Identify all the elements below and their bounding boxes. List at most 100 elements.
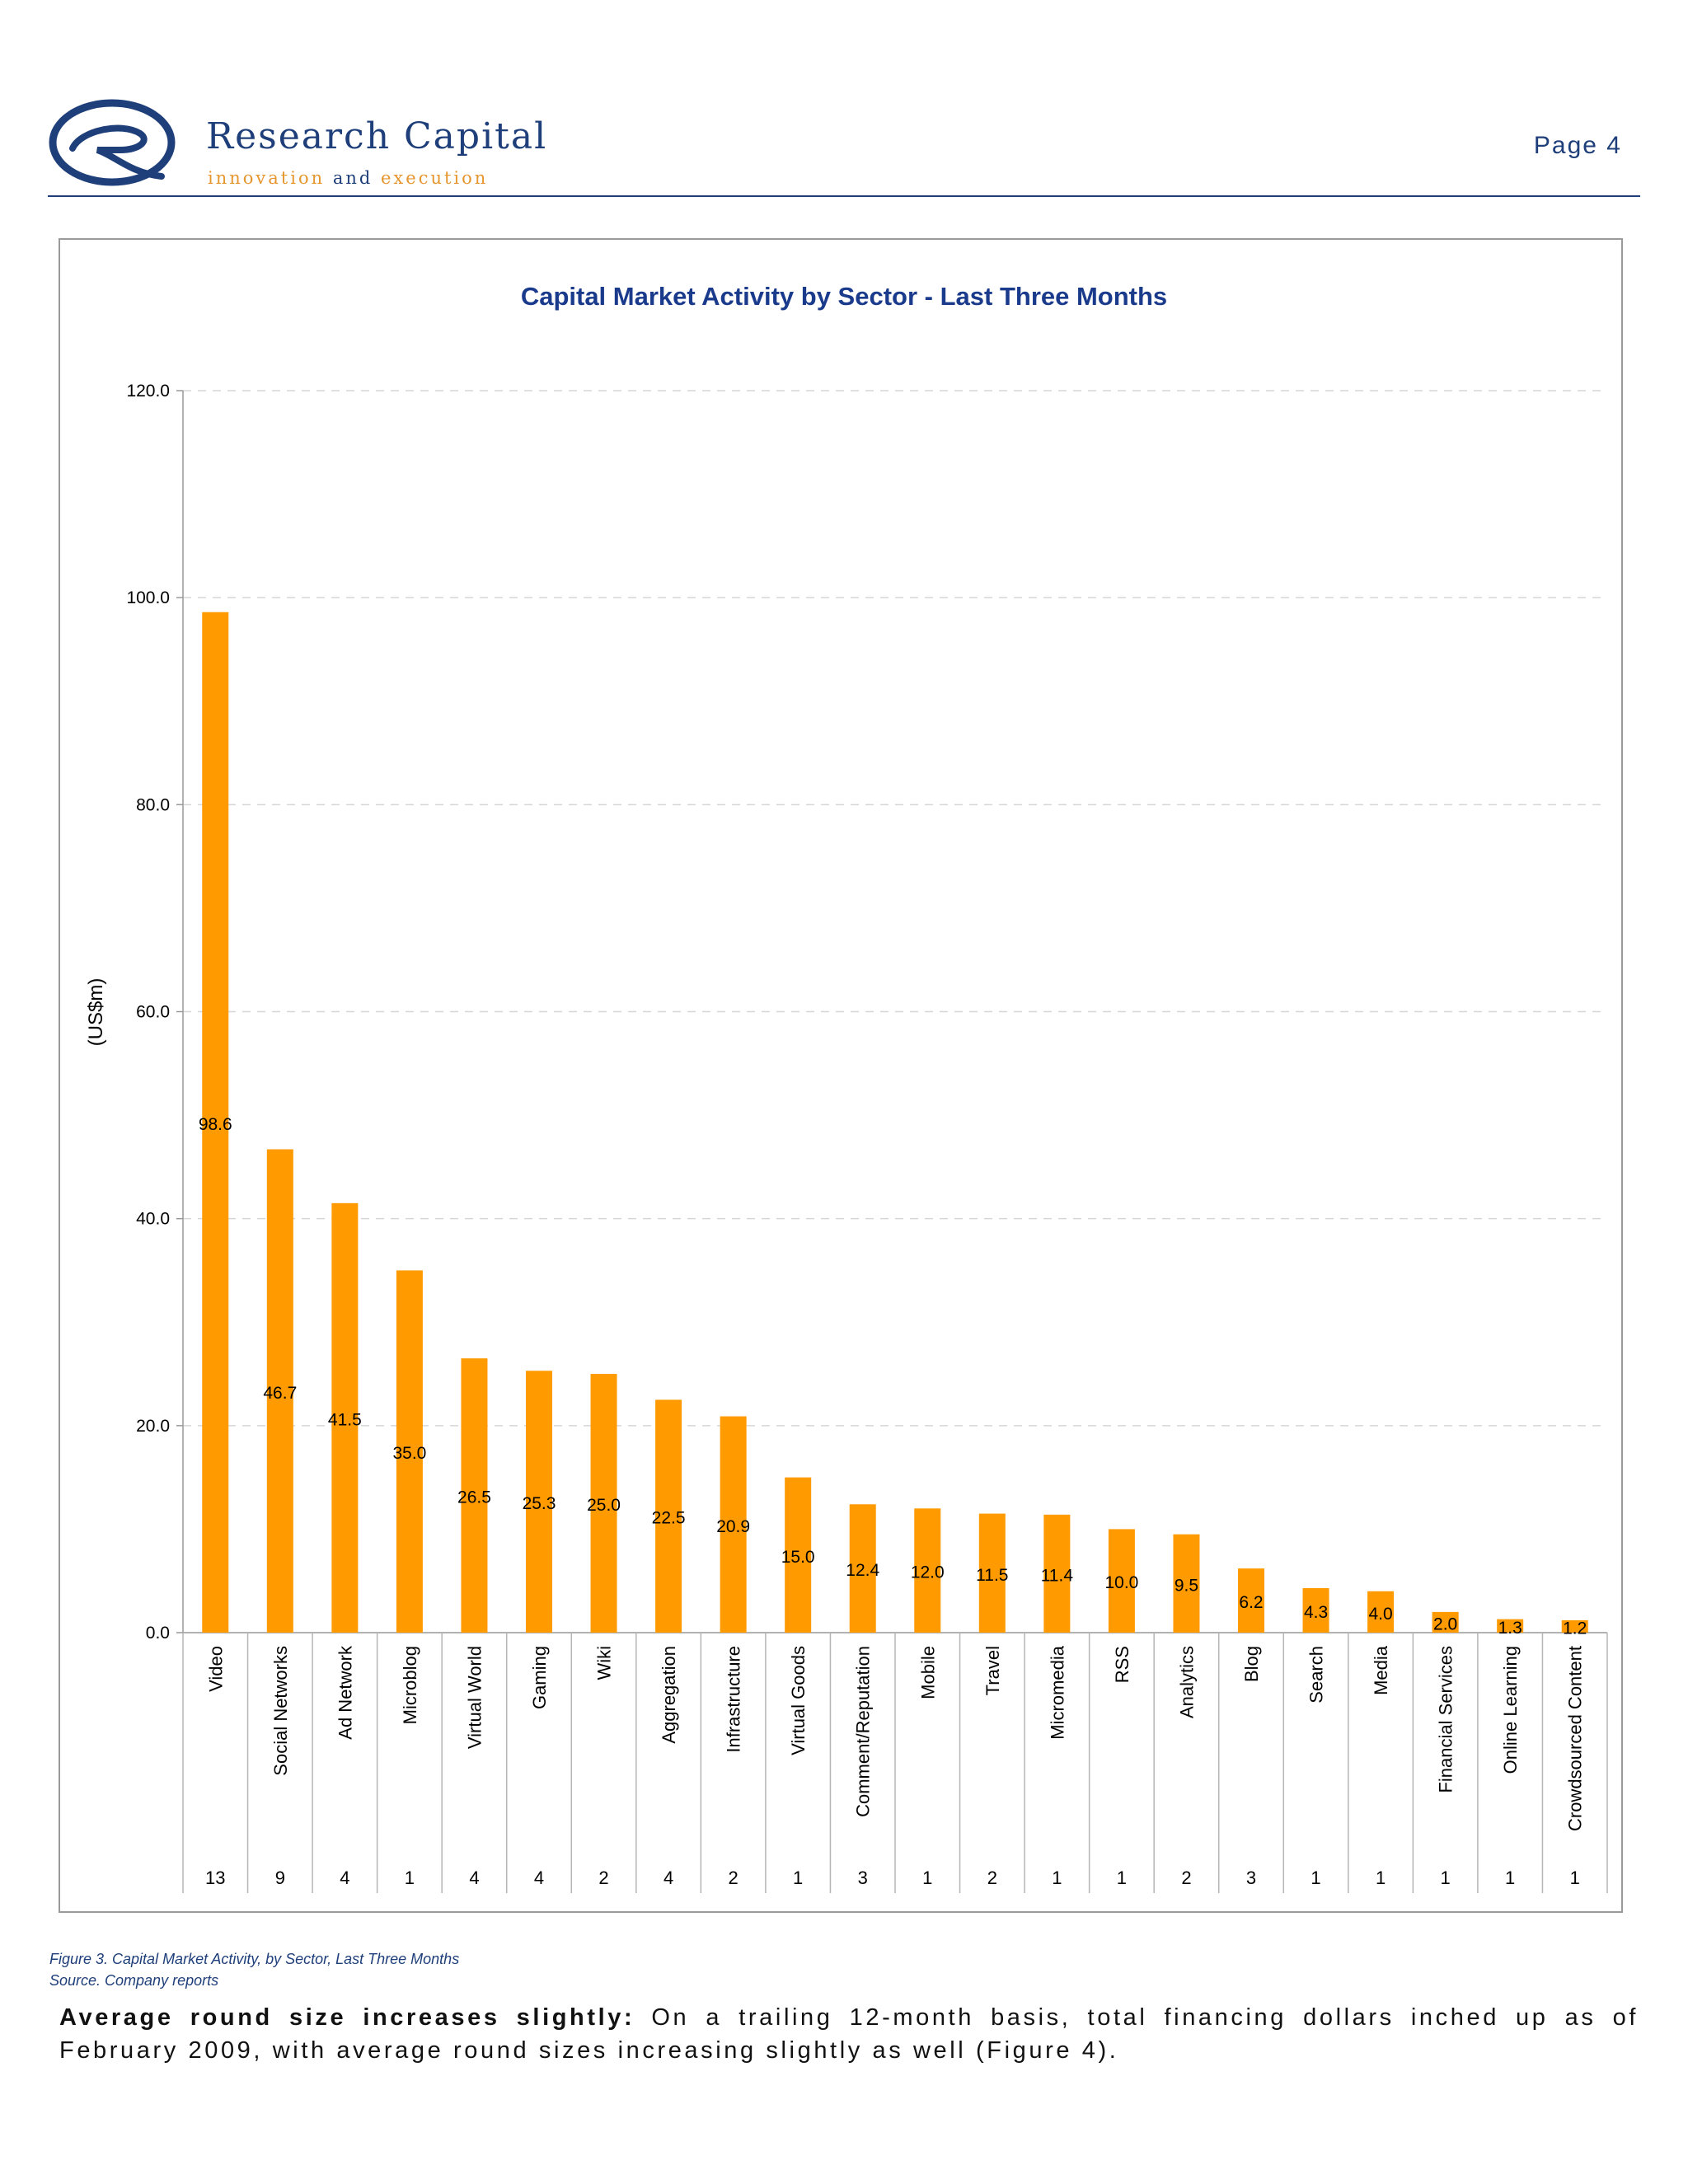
brand-tagline: innovation and execution xyxy=(208,168,488,188)
x-tick-label: Wiki xyxy=(594,1646,615,1680)
deal-count: 3 xyxy=(1246,1868,1256,1888)
data-label: 1.2 xyxy=(1563,1619,1587,1638)
data-label: 20.9 xyxy=(716,1517,750,1536)
data-label: 10.0 xyxy=(1104,1573,1138,1592)
data-label: 1.3 xyxy=(1498,1619,1522,1638)
x-tick-label: Comment/Reputation xyxy=(853,1646,874,1817)
research-capital-logo-icon xyxy=(49,99,176,186)
data-label: 35.0 xyxy=(392,1444,426,1463)
data-label: 25.0 xyxy=(587,1496,621,1515)
bar-aggregation xyxy=(655,1399,682,1633)
y-tick-label: 120.0 xyxy=(126,382,170,401)
data-label: 4.0 xyxy=(1368,1605,1392,1624)
deal-count: 4 xyxy=(340,1868,349,1888)
bar-blog xyxy=(1238,1568,1264,1633)
x-tick-label: Ad Network xyxy=(335,1645,355,1740)
x-tick-label: Analytics xyxy=(1176,1646,1197,1718)
chart-title: Capital Market Activity by Sector - Last… xyxy=(520,282,1168,311)
deal-count: 1 xyxy=(405,1868,415,1888)
bar-virtual-goods xyxy=(785,1477,812,1633)
bar-media xyxy=(1367,1591,1395,1633)
deal-count: 3 xyxy=(858,1868,868,1888)
data-label: 98.6 xyxy=(199,1115,232,1134)
data-label: 11.4 xyxy=(1041,1566,1074,1585)
y-tick-label: 0.0 xyxy=(146,1624,170,1643)
deal-count: 9 xyxy=(275,1868,285,1888)
data-label: 25.3 xyxy=(523,1494,556,1513)
body-paragraph: Average round size increases slightly: O… xyxy=(59,2001,1639,2067)
y-tick-label: 100.0 xyxy=(126,588,170,607)
bar-microblog xyxy=(396,1270,423,1633)
tagline-execution: execution xyxy=(381,168,489,188)
x-tick-label: Video xyxy=(205,1646,226,1692)
tagline-innovation: innovation xyxy=(208,168,326,188)
data-label: 11.5 xyxy=(976,1566,1008,1585)
x-tick-label: Gaming xyxy=(529,1646,550,1709)
bar-financial-services xyxy=(1432,1611,1459,1633)
figure-caption-source: Source. Company reports xyxy=(49,1972,219,1989)
deal-count: 1 xyxy=(1570,1868,1580,1888)
data-label: 15.0 xyxy=(781,1548,815,1567)
x-tick-label: Virtual Goods xyxy=(788,1646,809,1755)
data-label: 26.5 xyxy=(457,1488,491,1507)
x-tick-label: Virtual World xyxy=(464,1646,485,1749)
page-number: Page 4 xyxy=(1533,132,1622,159)
deal-count: 1 xyxy=(1376,1868,1386,1888)
bar-wiki xyxy=(590,1374,617,1633)
x-tick-label: Financial Services xyxy=(1436,1646,1456,1793)
bar-mobile xyxy=(914,1508,941,1633)
header-divider xyxy=(48,195,1640,197)
figure-caption: Figure 3. Capital Market Activity, by Se… xyxy=(49,1948,459,1991)
bar-social-networks xyxy=(266,1149,293,1633)
data-label: 22.5 xyxy=(652,1509,686,1528)
x-tick-label: Mobile xyxy=(917,1646,938,1699)
deal-count: 2 xyxy=(729,1868,738,1888)
bar-search xyxy=(1302,1587,1329,1633)
deal-count: 1 xyxy=(793,1868,803,1888)
data-label: 41.5 xyxy=(328,1410,362,1429)
bar-gaming xyxy=(526,1371,552,1633)
data-label: 12.4 xyxy=(846,1561,879,1580)
x-tick-label: Microblog xyxy=(400,1646,420,1724)
chart-frame xyxy=(59,238,1623,1913)
x-tick-label: Micromedia xyxy=(1047,1645,1067,1739)
x-tick-label: Media xyxy=(1371,1645,1391,1695)
bar-micromedia xyxy=(1043,1514,1071,1633)
bar-ad-network xyxy=(331,1202,359,1633)
bar-video xyxy=(202,612,229,1633)
figure-caption-title: Figure 3. Capital Market Activity, by Se… xyxy=(49,1951,460,1967)
data-label: 46.7 xyxy=(263,1384,297,1403)
tagline-and: and xyxy=(332,168,373,188)
deal-count: 4 xyxy=(534,1868,544,1888)
deal-count: 4 xyxy=(469,1868,479,1888)
data-label: 4.3 xyxy=(1304,1603,1328,1622)
brand-name: Research Capital xyxy=(206,115,548,157)
x-tick-label: Travel xyxy=(982,1646,1003,1695)
deal-count: 2 xyxy=(1181,1868,1191,1888)
x-tick-label: Search xyxy=(1306,1646,1327,1704)
bar-virtual-world xyxy=(461,1358,488,1633)
x-tick-label: Social Networks xyxy=(270,1646,291,1776)
bar-comment-reputation xyxy=(849,1504,876,1633)
deal-count: 1 xyxy=(1311,1868,1320,1888)
deal-count: 2 xyxy=(987,1868,997,1888)
deal-count: 4 xyxy=(663,1868,673,1888)
y-tick-label: 40.0 xyxy=(136,1210,170,1229)
deal-count: 13 xyxy=(205,1868,225,1888)
data-label: 2.0 xyxy=(1433,1615,1457,1633)
body-text: On a trailing 12-month basis, total fina… xyxy=(59,2004,1639,2064)
x-tick-label: RSS xyxy=(1112,1646,1132,1683)
y-axis-label: (US$m) xyxy=(85,978,107,1047)
bar-travel xyxy=(978,1513,1006,1633)
deal-count: 2 xyxy=(598,1868,608,1888)
body-lead: Average round size increases slightly: xyxy=(59,2004,635,2031)
x-tick-label: Blog xyxy=(1241,1646,1262,1682)
x-tick-label: Aggregation xyxy=(659,1646,679,1744)
x-tick-label: Crowdsourced Content xyxy=(1565,1646,1586,1831)
bar-analytics xyxy=(1173,1534,1200,1633)
bar-online-learning xyxy=(1497,1619,1524,1633)
bar-crowdsourced-content xyxy=(1561,1619,1588,1633)
bar-rss xyxy=(1108,1529,1135,1633)
deal-count: 1 xyxy=(1052,1868,1062,1888)
